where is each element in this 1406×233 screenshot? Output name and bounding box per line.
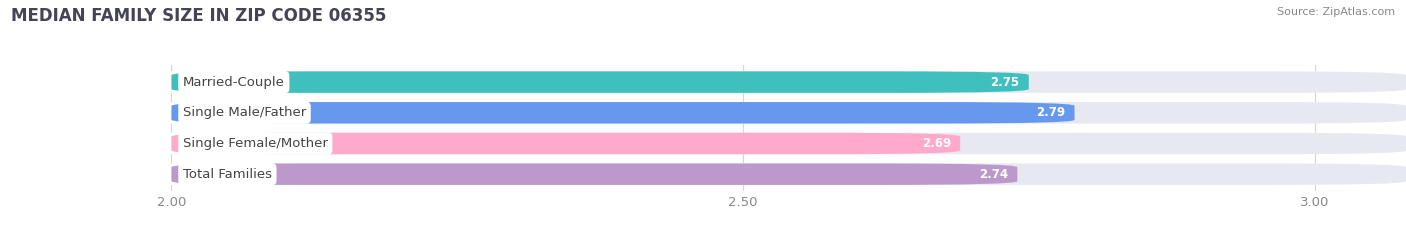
FancyBboxPatch shape (172, 163, 1018, 185)
FancyBboxPatch shape (172, 71, 1406, 93)
Text: Single Female/Mother: Single Female/Mother (183, 137, 328, 150)
FancyBboxPatch shape (172, 133, 1406, 154)
Text: MEDIAN FAMILY SIZE IN ZIP CODE 06355: MEDIAN FAMILY SIZE IN ZIP CODE 06355 (11, 7, 387, 25)
Text: Single Male/Father: Single Male/Father (183, 106, 307, 119)
FancyBboxPatch shape (172, 163, 1406, 185)
FancyBboxPatch shape (172, 102, 1074, 123)
Text: 2.69: 2.69 (922, 137, 950, 150)
Text: 2.75: 2.75 (990, 76, 1019, 89)
Text: 2.79: 2.79 (1036, 106, 1066, 119)
FancyBboxPatch shape (0, 163, 1406, 185)
FancyBboxPatch shape (172, 102, 1406, 123)
Text: Married-Couple: Married-Couple (183, 76, 285, 89)
FancyBboxPatch shape (0, 71, 1406, 93)
Text: Source: ZipAtlas.com: Source: ZipAtlas.com (1277, 7, 1395, 17)
FancyBboxPatch shape (0, 133, 1406, 154)
FancyBboxPatch shape (172, 133, 960, 154)
Text: Total Families: Total Families (183, 168, 271, 181)
FancyBboxPatch shape (172, 71, 1029, 93)
Text: 2.74: 2.74 (979, 168, 1008, 181)
FancyBboxPatch shape (0, 102, 1406, 123)
